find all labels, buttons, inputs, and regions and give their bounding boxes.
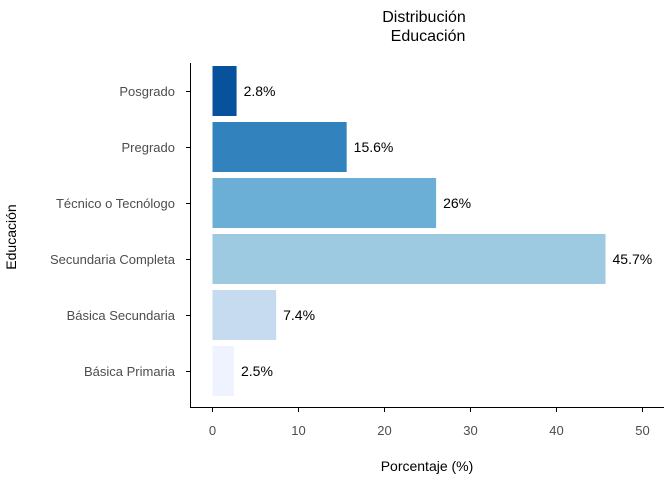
bar-2 bbox=[212, 290, 277, 340]
chart-title-line-2: Educación bbox=[391, 28, 466, 45]
data-label-2: 7.4% bbox=[283, 307, 315, 323]
x-tick-label-4: 30 bbox=[463, 423, 477, 438]
y-tick-label-4: Técnico o Tecnólogo bbox=[56, 196, 175, 211]
bar-5 bbox=[212, 122, 347, 172]
x-axis-ticks: 0 10 20 30 40 50 bbox=[209, 408, 650, 438]
data-label-6: 2.8% bbox=[244, 83, 276, 99]
x-tick-label-6: 50 bbox=[635, 423, 649, 438]
x-tick-label-1: 0 bbox=[209, 423, 216, 438]
y-axis-title: Educación bbox=[3, 204, 19, 269]
bar-series bbox=[212, 66, 606, 396]
bar-6 bbox=[212, 66, 237, 116]
chart-title-line-1: Distribución bbox=[382, 9, 466, 26]
bar-3 bbox=[212, 234, 606, 284]
x-tick-label-5: 40 bbox=[549, 423, 563, 438]
x-tick-label-2: 10 bbox=[291, 423, 305, 438]
data-label-3: 45.7% bbox=[613, 251, 653, 267]
x-axis-title: Porcentaje (%) bbox=[381, 458, 474, 474]
data-label-4: 26% bbox=[443, 195, 471, 211]
chart-title: Distribución Educación bbox=[382, 9, 466, 45]
x-tick-label-3: 20 bbox=[377, 423, 391, 438]
data-labels: 2.5% 7.4% 45.7% 26% 15.6% 2.8% bbox=[241, 83, 652, 379]
bar-1 bbox=[212, 346, 234, 396]
y-tick-label-5: Pregrado bbox=[122, 140, 175, 155]
data-label-1: 2.5% bbox=[241, 363, 273, 379]
y-axis-tick-labels: Básica Primaria Básica Secundaria Secundar… bbox=[50, 84, 190, 379]
y-tick-label-3: Secundaria Completa bbox=[50, 252, 176, 267]
y-tick-label-1: Básica Primaria bbox=[84, 364, 176, 379]
bar-4 bbox=[212, 178, 437, 228]
y-tick-label-2: Básica Secundaria bbox=[67, 308, 176, 323]
y-tick-label-6: Posgrado bbox=[119, 84, 175, 99]
data-label-5: 15.6% bbox=[354, 139, 394, 155]
